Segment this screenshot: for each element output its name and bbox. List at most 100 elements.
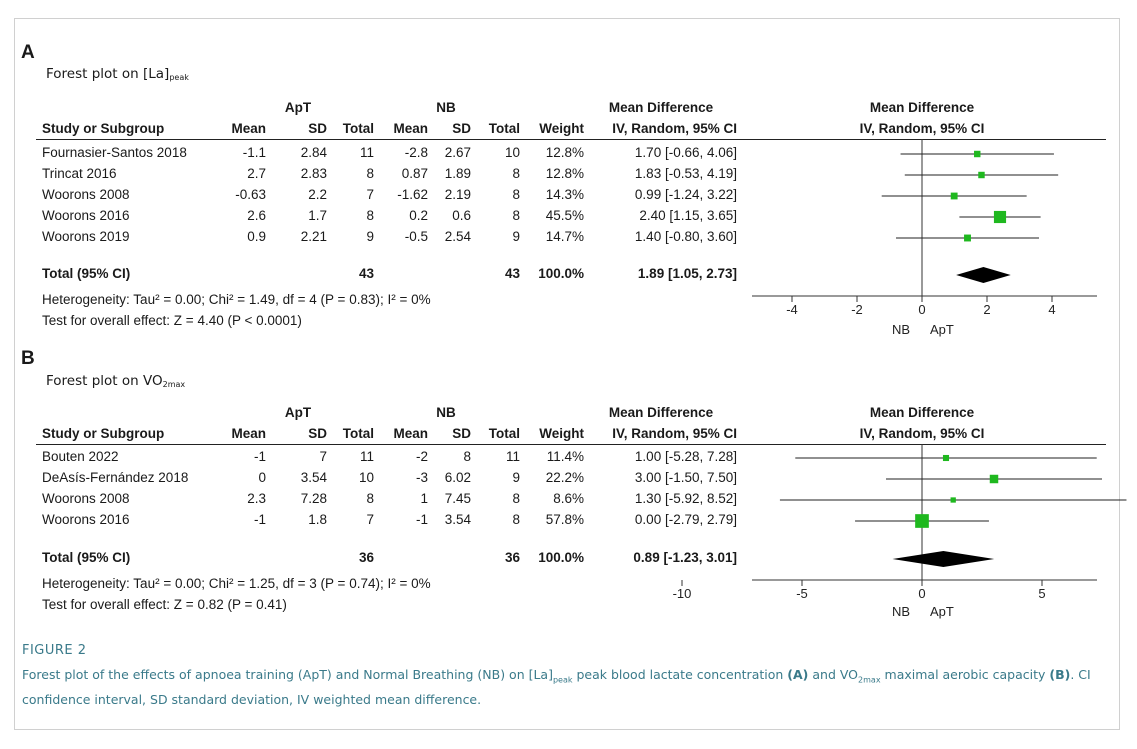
apt-total-cell: 9 — [366, 229, 374, 244]
caption-sub: peak — [552, 675, 573, 685]
apt-sd-cell: 2.2 — [308, 187, 327, 202]
apt-mean-cell: -1 — [253, 512, 266, 527]
figure-label: FIGURE 2 — [22, 643, 87, 658]
panel-title-sub: 2max — [162, 380, 186, 389]
total-label: Total (95% CI) — [42, 266, 131, 281]
header-rule — [36, 139, 1106, 140]
study-name: Woorons 2019 — [42, 229, 130, 244]
nb-total-cell: 11 — [505, 449, 520, 464]
ci-cell: 1.30 [-5.92, 8.52] — [634, 491, 737, 506]
nb-mean-cell: -1.62 — [397, 187, 428, 202]
md-header-plot: Mean Difference — [869, 100, 975, 115]
col-ci-plot: IV, Random, 95% CI — [859, 426, 985, 441]
study-name: DeAsís-Fernández 2018 — [42, 470, 189, 485]
weight-cell: 12.8% — [545, 166, 584, 181]
nb-sd-cell: 1.89 — [444, 166, 471, 181]
weight-cell: 14.3% — [545, 187, 584, 202]
apt-mean-cell: -1.1 — [242, 145, 266, 160]
nb-total-cell: 9 — [512, 470, 520, 485]
study-name: Woorons 2008 — [42, 187, 130, 202]
nb-sd-cell: 8 — [463, 449, 471, 464]
md-header-plot: Mean Difference — [869, 405, 975, 420]
col-weight: Weight — [539, 426, 584, 441]
nb-sd-cell: 7.45 — [444, 491, 471, 506]
md-header-table: Mean Difference — [608, 405, 714, 420]
apt-sd-cell: 1.8 — [308, 512, 327, 527]
nb-sd-cell: 2.67 — [444, 145, 471, 160]
total-ci: 1.89 [1.05, 2.73] — [637, 266, 737, 281]
col-nb-mean: Mean — [393, 121, 428, 136]
apt-total-cell: 8 — [366, 208, 374, 223]
nb-sd-cell: 6.02 — [444, 470, 471, 485]
overall-effect-text: Test for overall effect: Z = 4.40 (P < 0… — [42, 313, 302, 328]
weight-cell: 57.8% — [545, 512, 584, 527]
col-ci-plot: IV, Random, 95% CI — [859, 121, 985, 136]
apt-total-cell: 11 — [359, 449, 374, 464]
col-apt-total: Total — [342, 426, 374, 441]
total-ci: 0.89 [-1.23, 3.01] — [633, 550, 737, 565]
heterogeneity-text: Heterogeneity: Tau² = 0.00; Chi² = 1.49,… — [42, 292, 431, 307]
panel-title: Forest plot on [La]peak — [46, 66, 189, 82]
nb-total-cell: 8 — [512, 491, 520, 506]
col-nb-sd: SD — [452, 121, 471, 136]
apt-sd-cell: 7 — [319, 449, 327, 464]
group-header-apt: ApT — [284, 100, 312, 115]
group-header-apt: ApT — [284, 405, 312, 420]
total-apt: 36 — [358, 550, 374, 565]
apt-total-cell: 11 — [359, 145, 374, 160]
weight-cell: 22.2% — [545, 470, 584, 485]
md-header-table: Mean Difference — [608, 100, 714, 115]
overall-effect-text: Test for overall effect: Z = 0.82 (P = 0… — [42, 597, 287, 612]
col-nb-total: Total — [488, 426, 520, 441]
weight-cell: 12.8% — [545, 145, 584, 160]
ci-cell: 1.00 [-5.28, 7.28] — [634, 449, 737, 464]
total-weight: 100.0% — [538, 266, 584, 281]
ci-cell: 1.83 [-0.53, 4.19] — [634, 166, 737, 181]
nb-total-cell: 9 — [512, 229, 520, 244]
col-ci: IV, Random, 95% CI — [612, 426, 737, 441]
nb-total-cell: 8 — [512, 187, 520, 202]
nb-sd-cell: 3.54 — [444, 512, 471, 527]
apt-total-cell: 8 — [366, 491, 374, 506]
study-name: Trincat 2016 — [42, 166, 117, 181]
apt-total-cell: 7 — [366, 512, 374, 527]
col-ci: IV, Random, 95% CI — [612, 121, 737, 136]
total-apt: 43 — [358, 266, 374, 281]
panel-letter: A — [21, 42, 35, 63]
caption-panel-ref: (A) — [787, 667, 809, 682]
apt-total-cell: 10 — [358, 470, 374, 485]
nb-mean-cell: 0.2 — [409, 208, 428, 223]
panel-letter: B — [21, 348, 35, 369]
apt-mean-cell: 2.6 — [247, 208, 266, 223]
caption-sub: 2max — [858, 675, 881, 685]
nb-mean-cell: -2 — [415, 449, 428, 464]
weight-cell: 11.4% — [546, 449, 584, 464]
nb-total-cell: 10 — [504, 145, 520, 160]
caption-part: . CI confidence interval, SD standard de… — [22, 667, 1091, 707]
col-apt-mean: Mean — [231, 121, 266, 136]
apt-sd-cell: 2.84 — [300, 145, 327, 160]
caption-part: peak blood lactate concentration — [572, 667, 788, 682]
apt-mean-cell: 0 — [258, 470, 266, 485]
apt-mean-cell: 0.9 — [247, 229, 266, 244]
col-apt-sd: SD — [308, 121, 327, 136]
total-label: Total (95% CI) — [42, 550, 131, 565]
panel-title-text: Forest plot on VO — [46, 373, 163, 389]
panel-title-text: Forest plot on [La] — [46, 66, 170, 82]
caption-part: and VO — [808, 667, 859, 682]
apt-sd-cell: 7.28 — [300, 491, 327, 506]
ci-cell: 0.99 [-1.24, 3.22] — [634, 187, 737, 202]
col-study: Study or Subgroup — [42, 121, 165, 136]
group-header-nb: NB — [436, 405, 456, 420]
ci-cell: 1.40 [-0.80, 3.60] — [634, 229, 737, 244]
apt-sd-cell: 2.83 — [300, 166, 327, 181]
apt-sd-cell: 2.21 — [300, 229, 327, 244]
total-nb: 43 — [504, 266, 520, 281]
nb-mean-cell: -1 — [415, 512, 428, 527]
apt-sd-cell: 3.54 — [300, 470, 327, 485]
col-apt-mean: Mean — [231, 426, 266, 441]
col-apt-sd: SD — [308, 426, 327, 441]
col-nb-sd: SD — [452, 426, 471, 441]
study-name: Woorons 2008 — [42, 491, 130, 506]
header-rule — [36, 444, 1106, 445]
